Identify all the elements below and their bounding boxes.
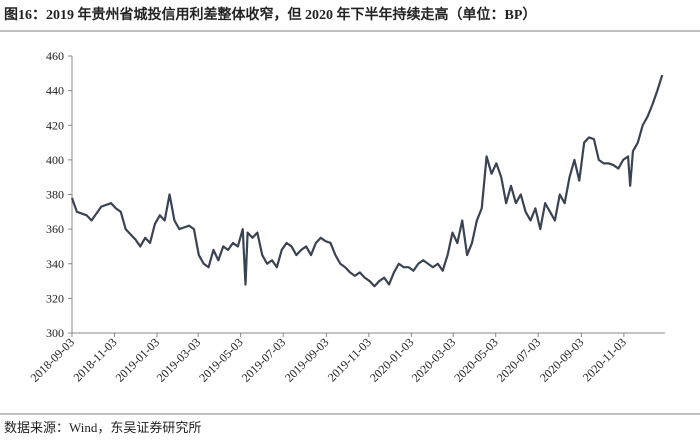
y-tick-label: 420 [46, 118, 64, 132]
y-tick-label: 380 [46, 188, 64, 202]
line-series [70, 74, 664, 288]
x-tick-label: 2020-11-03 [580, 335, 629, 384]
x-tick-label: 2018-09-03 [28, 335, 77, 384]
y-tick-label: 300 [46, 326, 64, 340]
x-tick-label: 2020-03-03 [409, 335, 458, 384]
source: 数据来源：Wind，东吴证券研究所 [4, 420, 201, 435]
x-tick-label: 2020-05-03 [451, 335, 500, 384]
x-tick-label: 2020-09-03 [537, 335, 586, 384]
y-tick-label: 460 [46, 49, 64, 63]
x-tick-label: 2020-07-03 [494, 335, 543, 384]
x-tick-label: 2019-03-03 [154, 335, 203, 384]
y-tick-label: 320 [46, 291, 64, 305]
x-tick-label: 2019-09-03 [282, 335, 331, 384]
y-tick-label: 400 [46, 153, 64, 167]
y-tick-label: 360 [46, 222, 64, 236]
x-tick-label: 2019-05-03 [196, 335, 245, 384]
x-tick-label: 2019-07-03 [239, 335, 288, 384]
x-tick-label: 2019-11-03 [325, 335, 374, 384]
x-tick-label: 2018-11-03 [70, 335, 119, 384]
x-tick-label: 2020-01-03 [367, 335, 416, 384]
x-tick-label: 2019-01-03 [113, 335, 162, 384]
y-tick-label: 340 [46, 257, 64, 271]
y-tick-label: 440 [46, 84, 64, 98]
chart-title: 图16：2019 年贵州省城投信用利差整体收窄，但 2020 年下半年持续走高（… [4, 6, 536, 23]
